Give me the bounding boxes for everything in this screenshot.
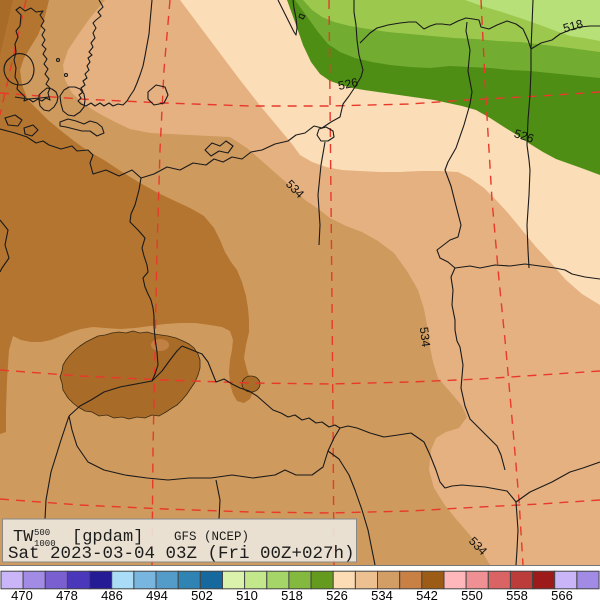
svg-text:566: 566 [551,588,573,600]
svg-text:470: 470 [11,588,33,600]
svg-text:526: 526 [326,588,348,600]
svg-text:510: 510 [236,588,258,600]
svg-text:486: 486 [101,588,123,600]
svg-text:518: 518 [281,588,303,600]
svg-text:1000: 1000 [34,539,56,549]
svg-text:500: 500 [34,528,50,538]
svg-text:494: 494 [146,588,168,600]
svg-text:Sat 2023-03-04 03Z (Fri 00Z+02: Sat 2023-03-04 03Z (Fri 00Z+027h) [8,544,355,564]
svg-text:526: 526 [512,126,536,146]
svg-text:[gpdam]: [gpdam] [72,528,143,547]
svg-text:534: 534 [417,326,433,348]
svg-text:550: 550 [461,588,483,600]
svg-text:TW: TW [13,528,34,547]
svg-text:526: 526 [337,75,360,93]
svg-text:502: 502 [191,588,213,600]
svg-text:478: 478 [56,588,78,600]
svg-text:GFS (NCEP): GFS (NCEP) [174,530,249,544]
svg-text:558: 558 [506,588,528,600]
svg-text:534: 534 [371,588,393,600]
svg-text:542: 542 [416,588,438,600]
svg-text:518: 518 [562,17,585,36]
